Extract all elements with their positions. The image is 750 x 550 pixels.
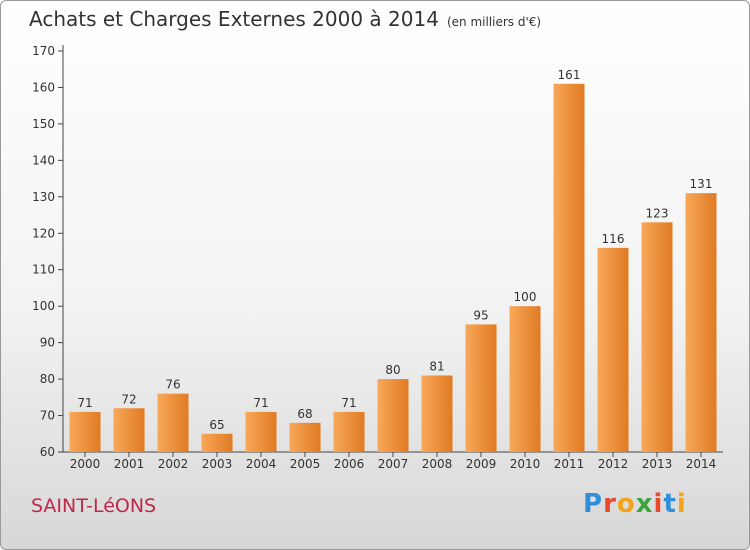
x-tick-label: 2008	[422, 457, 453, 471]
bar	[685, 193, 717, 452]
bar-value-label: 80	[385, 363, 400, 377]
proxiti-logo: Proxiti	[583, 489, 687, 519]
x-tick-label: 2014	[686, 457, 717, 471]
bar-value-label: 76	[165, 378, 180, 392]
bar	[157, 393, 189, 452]
chart-title: Achats et Charges Externes 2000 à 2014 (e…	[29, 7, 541, 31]
logo-letter: o	[616, 489, 636, 519]
x-tick-label: 2004	[246, 457, 277, 471]
bar	[113, 408, 145, 452]
y-tick-label: 120	[32, 226, 55, 240]
logo-letter: r	[603, 489, 617, 519]
place-name: SAINT-LéONS	[31, 495, 157, 517]
y-tick-label: 110	[32, 263, 55, 277]
x-tick-label: 2005	[290, 457, 321, 471]
bar	[465, 324, 497, 452]
bar-value-label: 72	[121, 392, 136, 406]
bar	[333, 411, 365, 452]
bar-value-label: 65	[209, 418, 224, 432]
y-tick-label: 70	[40, 409, 55, 423]
bar-value-label: 100	[514, 290, 537, 304]
y-tick-label: 170	[32, 44, 55, 58]
bar	[597, 247, 629, 452]
bar	[509, 306, 541, 452]
bar	[421, 375, 453, 452]
logo-letter: P	[583, 489, 604, 519]
y-tick-label: 160	[32, 80, 55, 94]
bar	[69, 411, 101, 452]
bar	[245, 411, 277, 452]
bar	[641, 222, 673, 452]
x-tick-label: 2000	[70, 457, 101, 471]
bar-value-label: 71	[253, 396, 268, 410]
logo-letter: t	[663, 489, 677, 519]
x-tick-label: 2012	[598, 457, 629, 471]
x-tick-label: 2011	[554, 457, 585, 471]
bar-value-label: 116	[602, 232, 625, 246]
chart-title-text: Achats et Charges Externes 2000 à 2014	[29, 7, 439, 31]
x-tick-label: 2007	[378, 457, 409, 471]
y-tick-label: 90	[40, 336, 55, 350]
x-tick-label: 2002	[158, 457, 189, 471]
bar-value-label: 131	[690, 177, 713, 191]
bar-value-label: 68	[297, 407, 312, 421]
bar	[201, 433, 233, 452]
bar-value-label: 81	[429, 359, 444, 373]
bar	[289, 422, 321, 452]
y-tick-label: 100	[32, 299, 55, 313]
bar	[377, 379, 409, 452]
x-tick-label: 2001	[114, 457, 145, 471]
bar-value-label: 123	[646, 206, 669, 220]
y-tick-label: 60	[40, 445, 55, 459]
y-tick-label: 140	[32, 153, 55, 167]
bar-value-label: 71	[341, 396, 356, 410]
logo-letter: x	[635, 489, 654, 519]
chart-subtitle: (en milliers d'€)	[446, 15, 542, 29]
x-tick-label: 2013	[642, 457, 673, 471]
logo-letter: i	[676, 489, 687, 519]
x-tick-label: 2009	[466, 457, 497, 471]
y-tick-label: 150	[32, 117, 55, 131]
y-tick-label: 130	[32, 190, 55, 204]
y-tick-label: 80	[40, 372, 55, 386]
x-tick-label: 2010	[510, 457, 541, 471]
bar-value-label: 95	[473, 308, 488, 322]
bar-value-label: 161	[558, 68, 581, 82]
x-tick-label: 2006	[334, 457, 365, 471]
bar-value-label: 71	[77, 396, 92, 410]
x-tick-label: 2003	[202, 457, 233, 471]
logo-letter: i	[653, 489, 664, 519]
bar	[553, 83, 585, 453]
